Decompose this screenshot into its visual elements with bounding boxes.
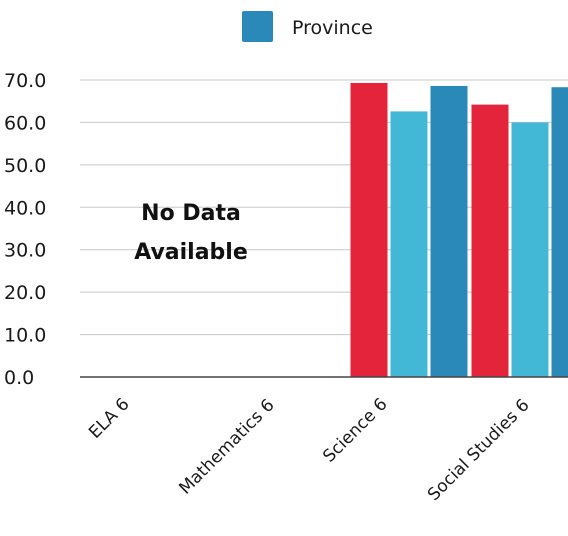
x-category-label: ELA 6: [85, 394, 133, 442]
bar-science-6-series-1: [350, 82, 388, 377]
x-category-label: Social Studies 6: [424, 395, 534, 505]
bar-science-6-series-3: [430, 85, 468, 377]
x-category-label: Mathematics 6: [175, 395, 278, 498]
y-tick-label: 0.0: [4, 367, 34, 389]
y-tick-label: 20.0: [4, 282, 46, 304]
y-tick-label: 10.0: [4, 325, 46, 347]
bars: [350, 82, 568, 377]
x-category-label: Science 6: [319, 394, 391, 466]
legend-swatch-province: [242, 11, 273, 42]
y-tick-label: 70.0: [4, 70, 46, 92]
bar-science-6-series-2: [390, 111, 428, 377]
y-axis-tick-labels: 0.0 10.0 20.0 30.0 40.0 50.0 60.0 70.0: [4, 70, 46, 389]
bar-social-studies-6-series-3: [551, 87, 568, 377]
y-tick-label: 50.0: [4, 155, 46, 177]
y-tick-label: 60.0: [4, 112, 46, 134]
no-data-annotation-line-2: Available: [134, 240, 248, 265]
x-axis-category-labels: ELA 6 Mathematics 6 Science 6 Social Studie…: [85, 394, 533, 505]
bar-social-studies-6-series-1: [471, 104, 509, 377]
y-tick-label: 40.0: [4, 197, 46, 219]
legend: Province: [242, 11, 373, 42]
y-tick-label: 30.0: [4, 240, 46, 262]
legend-label-province: Province: [292, 17, 373, 39]
no-data-annotation-line-1: No Data: [141, 201, 241, 226]
gridlines: [80, 79, 568, 336]
bar-social-studies-6-series-2: [511, 122, 549, 377]
